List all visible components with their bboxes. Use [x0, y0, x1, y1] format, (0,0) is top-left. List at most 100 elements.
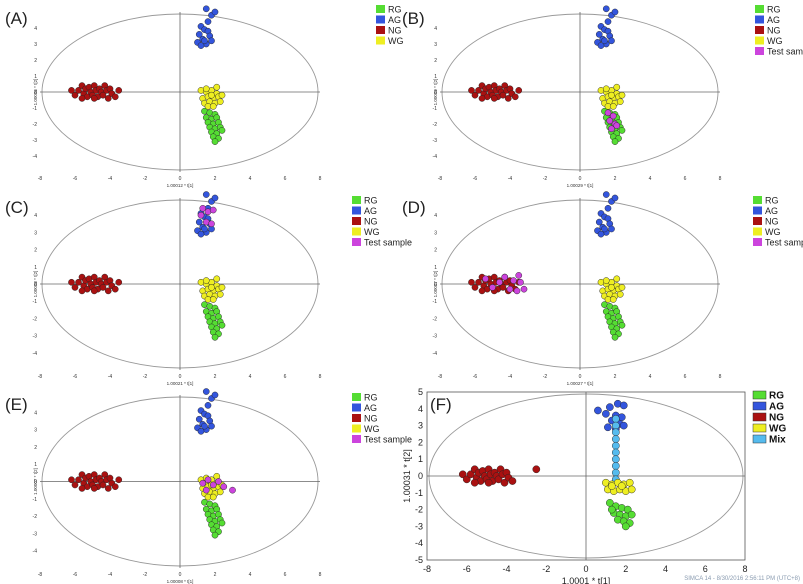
y-axis-label: 1.00007 * t[2]: [33, 468, 38, 495]
chart-panel-3: (C) -8 -6 -4 -2 0 2 4 6 8 -4 -3 -2 -1 0 1 2 3 4 1.00021 * t…: [5, 191, 412, 386]
y-tick-label: 1: [34, 74, 37, 80]
data-point: [601, 225, 608, 233]
data-point: [71, 91, 79, 99]
y-tick-label: -2: [33, 316, 38, 322]
data-point: [218, 127, 226, 134]
x-tick-label: -4: [502, 564, 510, 574]
data-point: [201, 37, 208, 45]
y-tick-label: 3: [34, 230, 37, 236]
series-ag: [594, 191, 619, 238]
data-point: [608, 482, 616, 490]
data-point: [508, 477, 517, 485]
legend-swatch: [753, 206, 762, 215]
y-tick-label: -1: [33, 106, 38, 112]
y-tick-label: 2: [34, 445, 37, 451]
series-ag: [194, 5, 219, 49]
legend-swatch: [352, 196, 361, 204]
data-point: [618, 321, 626, 329]
legend-swatch: [352, 424, 361, 433]
data-point: [471, 284, 479, 291]
panel-label: (B): [402, 9, 425, 28]
y-tick-label: 0: [34, 282, 37, 288]
data-point: [602, 277, 610, 284]
data-point: [211, 531, 219, 539]
legend-swatch: [753, 227, 762, 236]
legend-label: NG: [767, 26, 781, 36]
x-tick-label: -4: [508, 176, 513, 182]
legend-swatch: [753, 196, 762, 204]
data-point: [90, 95, 98, 102]
data-point: [611, 428, 620, 437]
x-tick-label: 6: [684, 176, 687, 182]
data-point: [513, 287, 521, 295]
chart-panel-1: (A) -8 -6 -4 -2 0 2 4 6 8 -4 -3 -2 -1 0 1 2 3 4 1.00012 * t…: [5, 5, 404, 189]
legend-swatch: [352, 217, 361, 225]
y-tick-label: 3: [434, 230, 437, 236]
data-point: [195, 415, 203, 423]
panel-label: (C): [5, 198, 29, 217]
y-tick-label: 4: [34, 410, 37, 416]
y-tick-label: 3: [34, 428, 37, 434]
data-point: [511, 93, 519, 101]
legend-label: AG: [767, 15, 780, 25]
data-point: [458, 470, 467, 479]
data-point: [625, 478, 634, 487]
x-tick-label: 0: [583, 564, 588, 574]
data-point: [68, 278, 75, 286]
y-tick-label: -2: [33, 514, 38, 520]
y-tick-label: 0: [434, 90, 437, 96]
y-tick-label: 4: [434, 26, 437, 32]
legend-swatch: [376, 5, 385, 13]
data-point: [478, 95, 486, 102]
data-point: [466, 470, 475, 479]
x-axis-label: 1.00008 * t[1]: [167, 579, 194, 584]
data-point: [611, 415, 620, 423]
y-tick-label: 0: [34, 480, 37, 486]
data-point: [484, 478, 493, 487]
data-point: [520, 285, 528, 293]
data-point: [602, 85, 610, 93]
data-point: [211, 194, 219, 202]
data-point: [611, 462, 620, 470]
legend-label: AG: [364, 206, 377, 216]
data-point: [202, 5, 210, 13]
data-point: [99, 91, 107, 99]
data-point: [611, 455, 620, 464]
y-tick-label: -4: [33, 351, 38, 357]
y-tick-label: -3: [415, 521, 423, 531]
data-point: [500, 478, 509, 487]
data-point: [608, 125, 615, 133]
data-point: [609, 296, 617, 303]
data-point: [619, 401, 628, 410]
series-wg: [197, 275, 226, 303]
legend-swatch: [352, 403, 361, 412]
legend-swatch: [352, 414, 361, 422]
y-tick-label: 1: [34, 462, 37, 468]
y-tick-label: 1: [418, 454, 423, 464]
data-point: [597, 42, 605, 49]
data-point: [609, 103, 617, 110]
series-ng: [468, 82, 523, 102]
data-point: [218, 321, 226, 329]
y-tick-label: -1: [415, 488, 423, 498]
data-point: [71, 284, 79, 291]
data-point: [627, 510, 636, 519]
data-point: [216, 98, 224, 105]
legend-label: AG: [364, 403, 377, 413]
panel-label: (F): [430, 395, 452, 414]
series-test-sample: [482, 272, 528, 295]
y-tick-label: -5: [415, 555, 423, 565]
data-point: [211, 138, 219, 145]
data-point: [613, 83, 621, 91]
data-point: [220, 483, 228, 491]
data-point: [471, 91, 479, 99]
data-point: [611, 8, 619, 16]
x-tick-label: 2: [614, 176, 617, 182]
data-point: [608, 505, 616, 514]
data-point: [197, 211, 205, 219]
x-tick-label: -6: [473, 176, 478, 182]
data-point: [611, 421, 620, 430]
data-point: [611, 194, 619, 202]
